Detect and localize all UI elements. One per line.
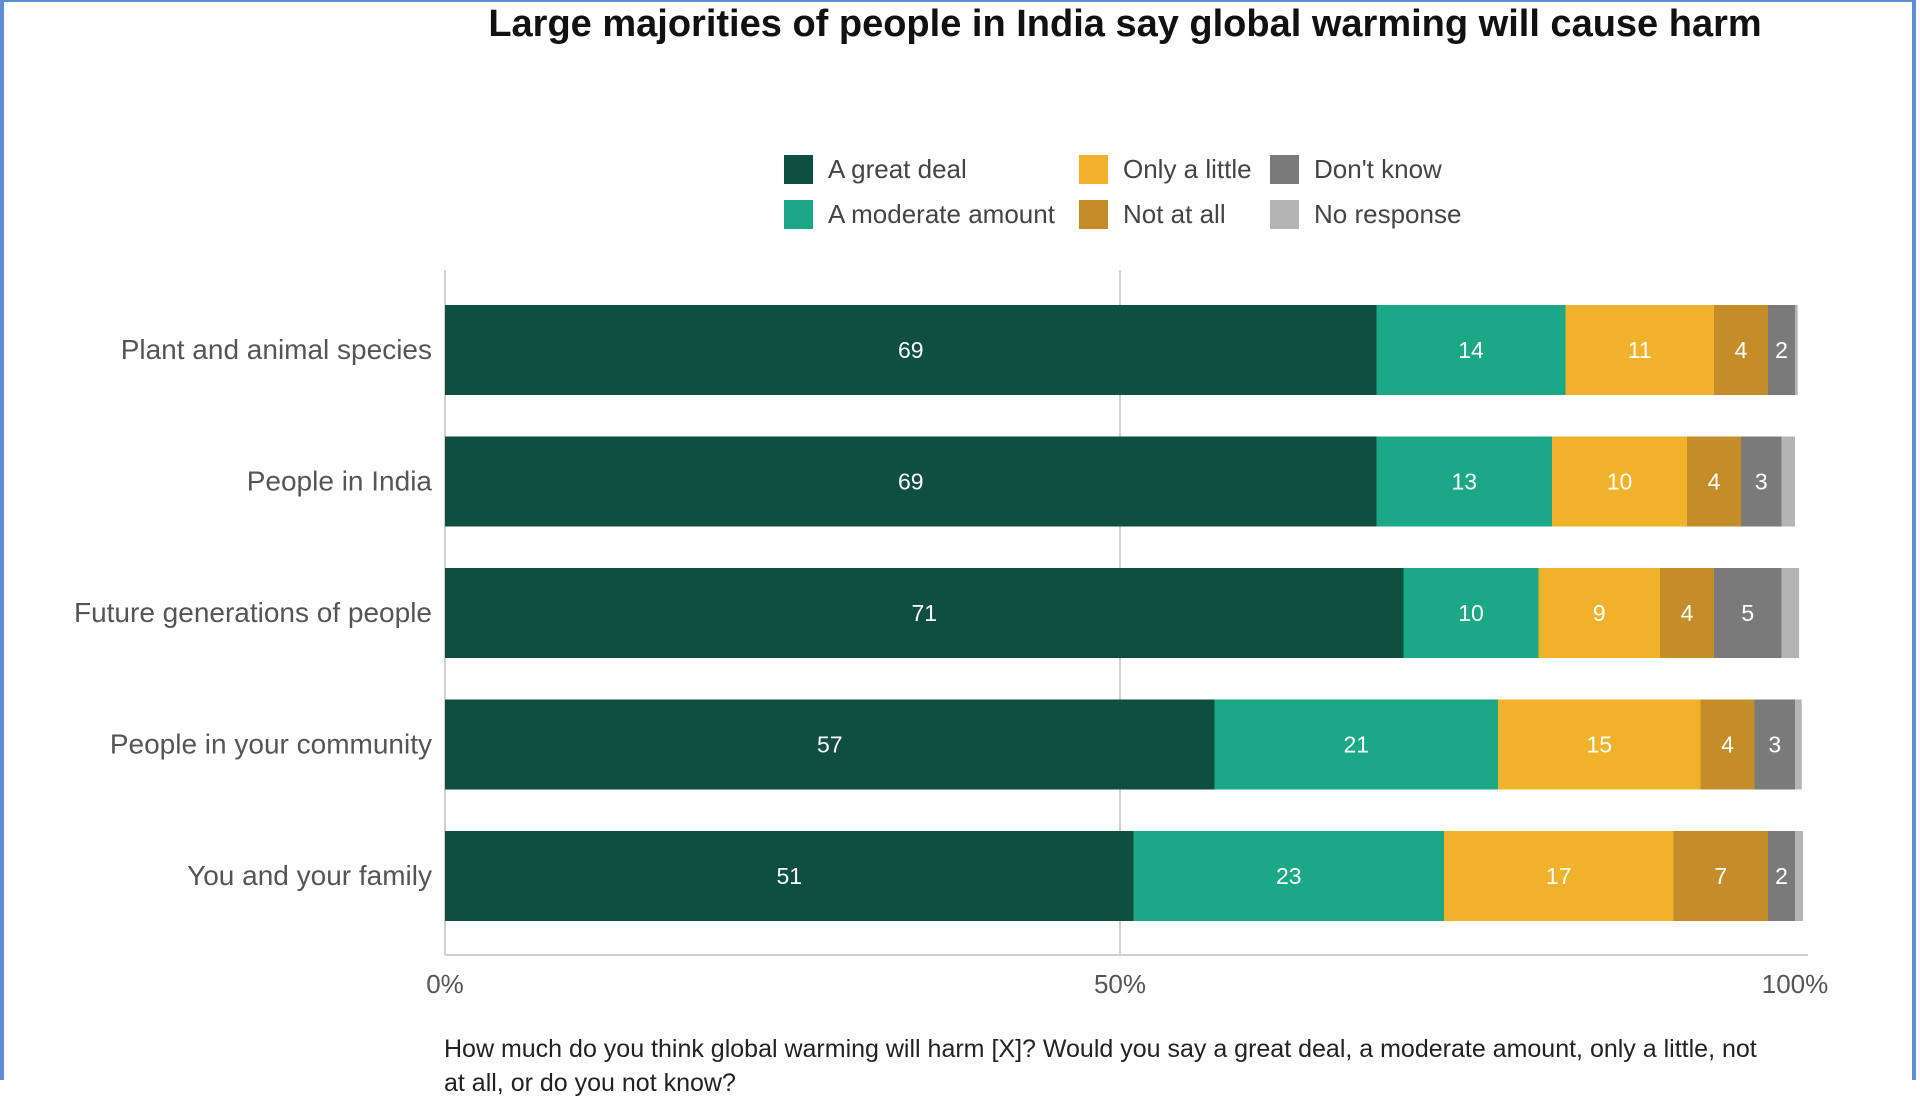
bar-don-t-know-people-in-your-community bbox=[1754, 699, 1795, 790]
data-label-don-t-know-you-and-your-family: 2 bbox=[1775, 863, 1788, 889]
legend-item-a-great-deal: A great deal bbox=[784, 154, 967, 185]
bar-not-at-all-people-in-your-community bbox=[1700, 699, 1755, 790]
legend-label-only-a-little: Only a little bbox=[1123, 154, 1252, 184]
data-label-not-at-all-plant-and-animal-species: 4 bbox=[1735, 337, 1748, 363]
data-label-a-moderate-amount-plant-and-animal-species: 14 bbox=[1458, 337, 1484, 363]
data-label-not-at-all-future-generations-of-people: 4 bbox=[1681, 600, 1694, 626]
bar-no-response-you-and-your-family bbox=[1795, 831, 1804, 921]
bar-a-great-deal-you-and-your-family bbox=[445, 831, 1134, 921]
legend-label-a-moderate-amount: A moderate amount bbox=[828, 199, 1055, 229]
data-label-a-great-deal-plant-and-animal-species: 69 bbox=[898, 337, 924, 363]
bar-only-a-little-plant-and-animal-species bbox=[1565, 305, 1714, 395]
legend-item-not-at-all: Not at all bbox=[1079, 199, 1226, 230]
bar-a-great-deal-people-in-your-community bbox=[445, 699, 1215, 790]
legend-swatch-don-t-know bbox=[1270, 155, 1299, 184]
data-label-only-a-little-people-in-india: 10 bbox=[1607, 469, 1633, 495]
data-label-a-great-deal-future-generations-of-people: 71 bbox=[911, 600, 937, 626]
legend-swatch-no-response bbox=[1270, 200, 1299, 229]
survey-question: How much do you think global warming wil… bbox=[444, 1035, 1757, 1097]
legend-swatch-a-moderate-amount bbox=[784, 200, 813, 229]
data-label-don-t-know-people-in-india: 3 bbox=[1755, 469, 1768, 495]
bar-a-moderate-amount-plant-and-animal-species bbox=[1376, 305, 1566, 395]
legend-item-a-moderate-amount: A moderate amount bbox=[784, 199, 1055, 230]
bar-don-t-know-plant-and-animal-species bbox=[1768, 305, 1795, 395]
data-label-not-at-all-you-and-your-family: 7 bbox=[1714, 863, 1727, 889]
x-tick-label-0: 0% bbox=[426, 969, 464, 999]
bar-don-t-know-you-and-your-family bbox=[1768, 831, 1795, 921]
x-tick-label-50: 50% bbox=[1094, 969, 1146, 999]
data-label-a-moderate-amount-people-in-your-community: 21 bbox=[1343, 732, 1369, 758]
bar-no-response-plant-and-animal-species bbox=[1795, 305, 1798, 395]
legend-swatch-not-at-all bbox=[1079, 200, 1108, 229]
bar-a-great-deal-future-generations-of-people bbox=[445, 568, 1404, 658]
bar-no-response-future-generations-of-people bbox=[1781, 568, 1800, 658]
data-label-a-great-deal-people-in-your-community: 57 bbox=[817, 732, 843, 758]
legend-label-not-at-all: Not at all bbox=[1123, 199, 1226, 229]
bar-a-moderate-amount-people-in-india bbox=[1376, 436, 1552, 527]
bar-don-t-know-people-in-india bbox=[1741, 436, 1782, 527]
data-label-only-a-little-future-generations-of-people: 9 bbox=[1593, 600, 1606, 626]
data-label-don-t-know-people-in-your-community: 3 bbox=[1768, 732, 1781, 758]
bar-not-at-all-you-and-your-family bbox=[1673, 831, 1768, 921]
bar-not-at-all-people-in-india bbox=[1687, 436, 1741, 527]
data-label-a-great-deal-people-in-india: 69 bbox=[898, 469, 924, 495]
x-tick-label-100: 100% bbox=[1762, 969, 1829, 999]
bar-only-a-little-future-generations-of-people bbox=[1538, 568, 1660, 658]
data-label-a-moderate-amount-future-generations-of-people: 10 bbox=[1458, 600, 1484, 626]
data-label-don-t-know-future-generations-of-people: 5 bbox=[1741, 600, 1754, 626]
data-label-a-moderate-amount-you-and-your-family: 23 bbox=[1276, 863, 1302, 889]
legend-swatch-only-a-little bbox=[1079, 155, 1108, 184]
category-label-people-in-india: People in India bbox=[247, 466, 433, 497]
bar-no-response-people-in-your-community bbox=[1795, 699, 1802, 790]
bar-a-great-deal-people-in-india bbox=[445, 436, 1377, 527]
legend-swatch-a-great-deal bbox=[784, 155, 813, 184]
data-label-a-moderate-amount-people-in-india: 13 bbox=[1451, 469, 1477, 495]
bar-a-moderate-amount-future-generations-of-people bbox=[1403, 568, 1539, 658]
chart-title: Large majorities of people in India say … bbox=[488, 3, 1762, 45]
data-label-not-at-all-people-in-your-community: 4 bbox=[1721, 732, 1734, 758]
legend-label-no-response: No response bbox=[1314, 199, 1462, 229]
bar-only-a-little-you-and-your-family bbox=[1444, 831, 1674, 921]
bar-only-a-little-people-in-your-community bbox=[1498, 699, 1701, 790]
bar-not-at-all-plant-and-animal-species bbox=[1714, 305, 1768, 395]
legend-item-only-a-little: Only a little bbox=[1079, 154, 1252, 185]
bar-a-moderate-amount-you-and-your-family bbox=[1133, 831, 1444, 921]
legend-label-a-great-deal: A great deal bbox=[828, 154, 967, 184]
data-label-only-a-little-you-and-your-family: 17 bbox=[1546, 863, 1572, 889]
legend-label-don-t-know: Don't know bbox=[1314, 154, 1442, 184]
category-label-people-in-your-community: People in your community bbox=[110, 729, 432, 760]
data-label-not-at-all-people-in-india: 4 bbox=[1708, 469, 1721, 495]
data-label-only-a-little-people-in-your-community: 15 bbox=[1586, 732, 1612, 758]
data-label-don-t-know-plant-and-animal-species: 2 bbox=[1775, 337, 1788, 363]
bar-not-at-all-future-generations-of-people bbox=[1660, 568, 1714, 658]
category-label-plant-and-animal-species: Plant and animal species bbox=[121, 334, 432, 365]
legend-item-don-t-know: Don't know bbox=[1270, 154, 1442, 185]
category-label-you-and-your-family: You and your family bbox=[187, 860, 432, 891]
data-label-a-great-deal-you-and-your-family: 51 bbox=[776, 863, 802, 889]
legend-item-no-response: No response bbox=[1270, 199, 1461, 230]
data-label-only-a-little-plant-and-animal-species: 11 bbox=[1628, 337, 1652, 363]
chart-legend: A great deal A moderate amount Only a litt… bbox=[784, 154, 1504, 244]
category-label-future-generations-of-people: Future generations of people bbox=[74, 597, 432, 628]
bar-only-a-little-people-in-india bbox=[1552, 436, 1687, 527]
bar-a-great-deal-plant-and-animal-species bbox=[445, 305, 1377, 395]
bar-no-response-people-in-india bbox=[1781, 436, 1795, 527]
bar-don-t-know-future-generations-of-people bbox=[1714, 568, 1782, 658]
bar-a-moderate-amount-people-in-your-community bbox=[1214, 699, 1498, 790]
